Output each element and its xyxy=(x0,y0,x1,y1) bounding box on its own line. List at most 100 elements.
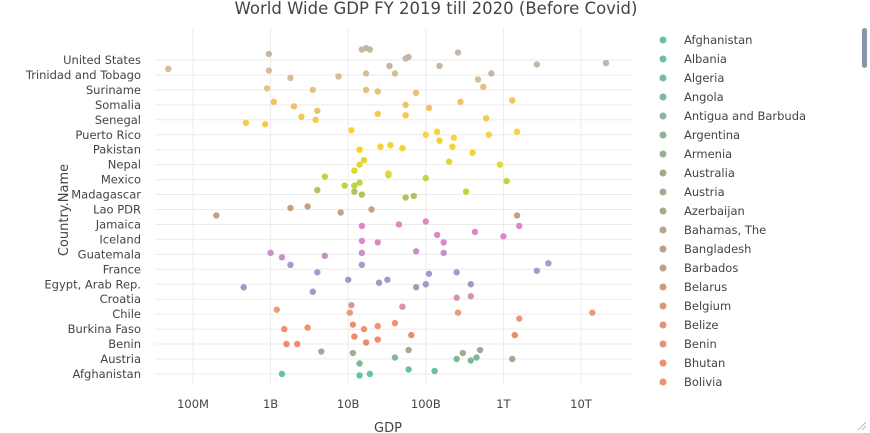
data-point[interactable] xyxy=(356,179,363,186)
legend-item[interactable]: Algeria xyxy=(659,71,725,85)
data-point[interactable] xyxy=(431,367,438,375)
data-point[interactable] xyxy=(402,101,409,109)
data-point[interactable] xyxy=(267,249,274,257)
legend-item[interactable]: Argentina xyxy=(659,128,741,142)
data-point[interactable] xyxy=(533,61,541,68)
data-point[interactable] xyxy=(351,333,358,340)
data-point[interactable] xyxy=(270,98,278,106)
data-point[interactable] xyxy=(589,309,596,316)
data-point[interactable] xyxy=(440,239,447,246)
data-point[interactable] xyxy=(375,279,383,286)
data-point[interactable] xyxy=(345,276,352,283)
legend-item[interactable]: Barbados xyxy=(659,261,739,275)
data-point[interactable] xyxy=(391,70,399,77)
data-point[interactable] xyxy=(422,281,429,288)
data-point[interactable] xyxy=(213,212,220,219)
data-point[interactable] xyxy=(391,354,399,361)
data-point[interactable] xyxy=(453,294,460,301)
data-point[interactable] xyxy=(309,288,317,295)
legend-item[interactable]: Bolivia xyxy=(659,375,723,389)
data-point[interactable] xyxy=(362,86,370,94)
data-point[interactable] xyxy=(545,260,552,267)
data-point[interactable] xyxy=(454,49,462,56)
data-point[interactable] xyxy=(480,83,487,91)
data-point[interactable] xyxy=(362,339,370,346)
data-point[interactable] xyxy=(278,370,286,378)
data-point[interactable] xyxy=(265,50,273,58)
legend-item[interactable]: Belarus xyxy=(659,280,728,294)
data-point[interactable] xyxy=(511,331,518,339)
data-point[interactable] xyxy=(408,331,415,339)
data-point[interactable] xyxy=(467,293,474,300)
legend[interactable]: Afghanistan Albania Algeria Angola Antigua a… xyxy=(659,33,807,389)
data-point[interactable] xyxy=(356,360,363,367)
data-point[interactable] xyxy=(405,53,412,61)
data-point[interactable] xyxy=(474,76,482,83)
data-point[interactable] xyxy=(341,182,348,189)
data-point[interactable] xyxy=(422,131,429,138)
data-point[interactable] xyxy=(358,261,366,269)
data-point[interactable] xyxy=(399,303,406,310)
data-point[interactable] xyxy=(471,228,479,236)
data-point[interactable] xyxy=(402,194,409,201)
data-point[interactable] xyxy=(356,372,363,379)
data-point[interactable] xyxy=(358,191,366,198)
data-point[interactable] xyxy=(467,357,474,364)
data-point[interactable] xyxy=(335,73,342,80)
data-point[interactable] xyxy=(473,354,480,361)
data-point[interactable] xyxy=(412,284,420,291)
data-point[interactable] xyxy=(496,161,504,168)
resize-handle-icon[interactable] xyxy=(857,421,867,431)
data-point[interactable] xyxy=(422,218,429,225)
data-point[interactable] xyxy=(281,325,288,333)
data-point[interactable] xyxy=(360,325,368,333)
data-point[interactable] xyxy=(290,103,298,110)
legend-item[interactable]: Bahamas, The xyxy=(659,223,767,237)
data-point[interactable] xyxy=(485,131,493,138)
data-point[interactable] xyxy=(384,276,391,283)
data-point[interactable] xyxy=(453,355,460,363)
data-point[interactable] xyxy=(457,98,464,106)
data-point[interactable] xyxy=(425,104,433,112)
data-point[interactable] xyxy=(337,209,344,216)
data-point[interactable] xyxy=(366,370,374,378)
data-point[interactable] xyxy=(265,67,273,74)
data-point[interactable] xyxy=(436,62,443,70)
data-point[interactable] xyxy=(278,254,286,261)
data-point[interactable] xyxy=(318,348,325,355)
data-point[interactable] xyxy=(516,222,523,230)
data-point[interactable] xyxy=(440,249,447,257)
legend-item[interactable]: Belize xyxy=(659,318,719,332)
data-point[interactable] xyxy=(314,186,321,194)
data-point[interactable] xyxy=(293,340,301,348)
data-point[interactable] xyxy=(356,146,363,153)
data-point[interactable] xyxy=(387,142,394,149)
data-point[interactable] xyxy=(459,349,467,357)
data-point[interactable] xyxy=(351,188,358,195)
data-point[interactable] xyxy=(348,127,355,134)
data-point[interactable] xyxy=(450,134,458,141)
data-point[interactable] xyxy=(412,89,420,97)
data-point[interactable] xyxy=(374,322,381,330)
data-point[interactable] xyxy=(433,128,441,135)
data-point[interactable] xyxy=(374,336,381,343)
data-point[interactable] xyxy=(377,143,384,150)
data-point[interactable] xyxy=(349,321,357,328)
data-point[interactable] xyxy=(360,156,368,164)
data-point[interactable] xyxy=(399,145,406,152)
data-point[interactable] xyxy=(304,203,311,210)
legend-item[interactable]: Antigua and Barbuda xyxy=(659,109,807,123)
data-point[interactable] xyxy=(374,110,381,118)
data-point[interactable] xyxy=(314,107,321,115)
legend-item[interactable]: Bhutan xyxy=(659,356,726,370)
data-point[interactable] xyxy=(503,177,510,185)
data-point[interactable] xyxy=(391,319,399,327)
data-point[interactable] xyxy=(314,269,321,276)
data-point[interactable] xyxy=(533,267,541,274)
data-point[interactable] xyxy=(500,233,507,240)
data-point[interactable] xyxy=(165,65,172,73)
data-point[interactable] xyxy=(433,231,441,239)
data-point[interactable] xyxy=(516,315,523,322)
data-point[interactable] xyxy=(312,116,319,124)
data-point[interactable] xyxy=(509,355,516,363)
